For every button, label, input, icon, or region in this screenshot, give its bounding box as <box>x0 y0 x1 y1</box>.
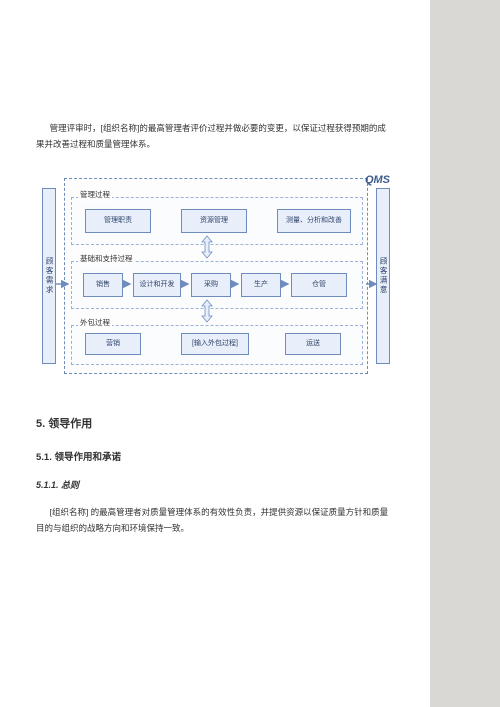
heading-5-1-1: 5.1.1. 总则 <box>36 477 394 494</box>
document-page: 管理评审时，[组织名称]的最高管理者评价过程并做必要的变更，以保证过程获得预期的… <box>0 0 430 707</box>
intro-section: 管理评审时，[组织名称]的最高管理者评价过程并做必要的变更，以保证过程获得预期的… <box>36 120 394 152</box>
section-5-paragraph: [组织名称] 的最高管理者对质量管理体系的有效性负责，并提供资源以保证质量方针和… <box>36 504 394 536</box>
arrows-layer <box>36 166 396 386</box>
intro-paragraph: 管理评审时，[组织名称]的最高管理者评价过程并做必要的变更，以保证过程获得预期的… <box>36 120 394 152</box>
right-margin-band <box>430 0 500 707</box>
qms-diagram: QMS 顾客需求 顾客满意 管理过程 基础和支持过程 外包过程 管理职责资源管理… <box>36 166 396 386</box>
section-5: 5. 领导作用 5.1. 领导作用和承诺 5.1.1. 总则 [组织名称] 的最… <box>36 414 394 536</box>
heading-5-1: 5.1. 领导作用和承诺 <box>36 449 394 467</box>
qms-label: QMS <box>365 170 390 191</box>
heading-5: 5. 领导作用 <box>36 414 394 435</box>
